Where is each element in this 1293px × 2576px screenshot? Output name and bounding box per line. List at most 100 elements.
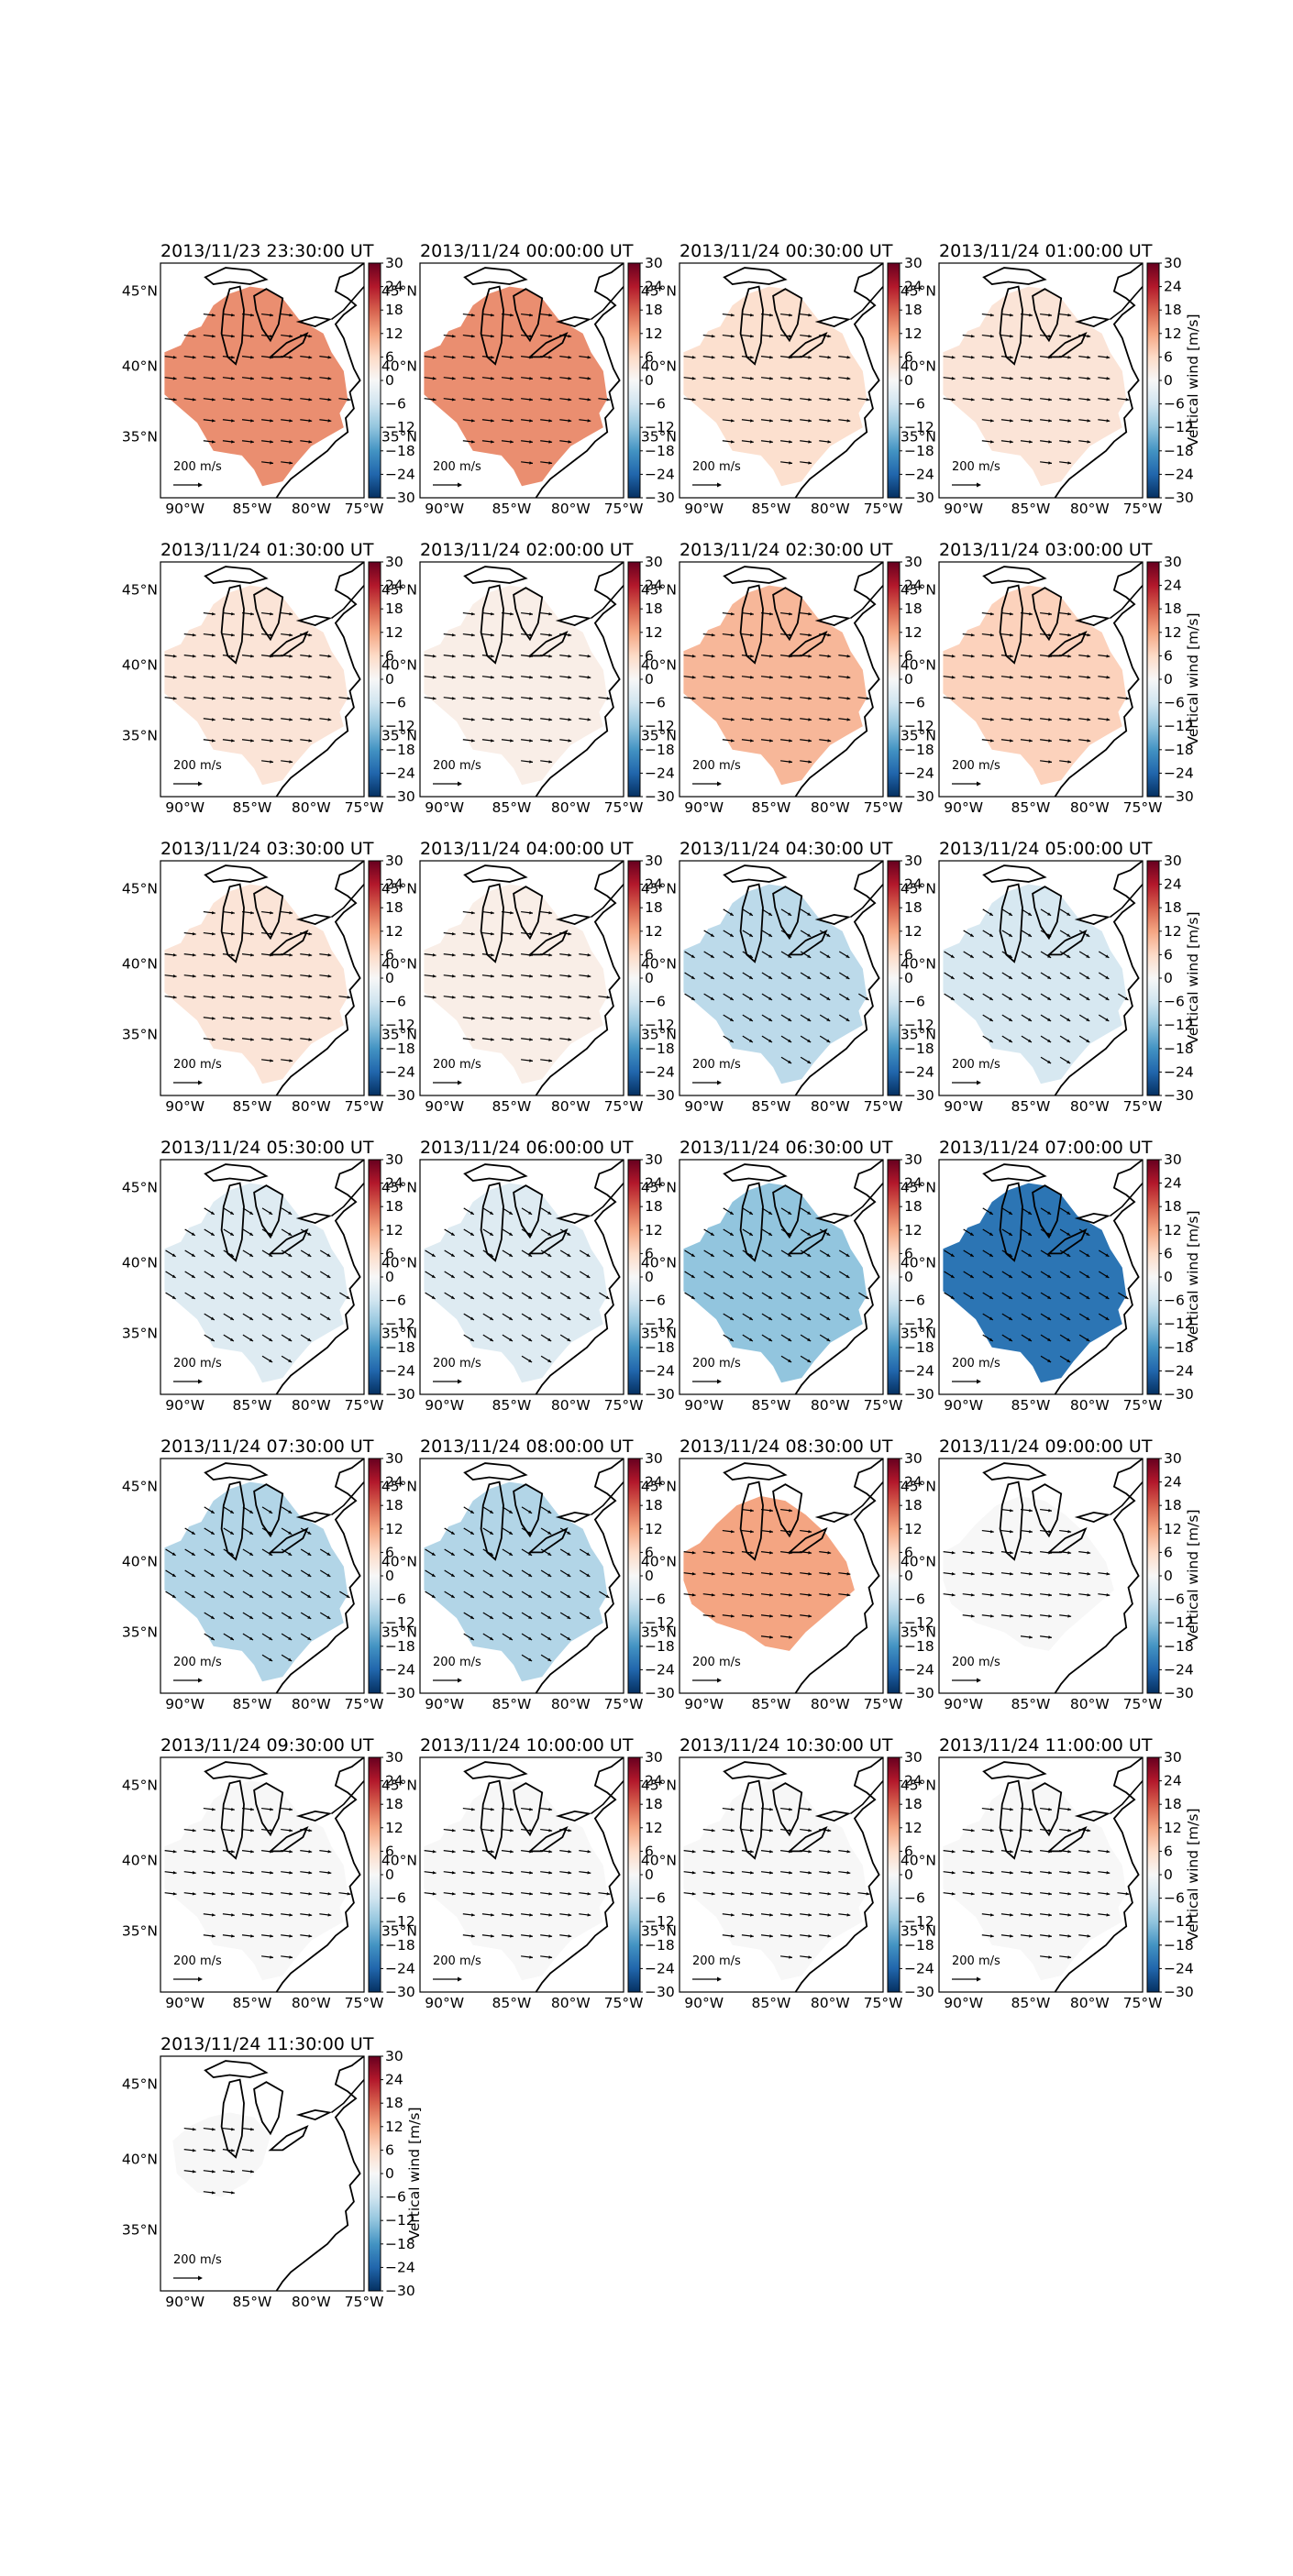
coastline: [794, 1459, 883, 1693]
wind-vector-head: [470, 697, 475, 700]
wind-vector-head: [1047, 1018, 1052, 1021]
wind-vector-head: [270, 1828, 274, 1833]
wind-vector-head: [845, 1295, 850, 1299]
x-tick-label: 75°W: [864, 1696, 903, 1712]
colorbar: [887, 1458, 901, 1694]
wind-vector-head: [568, 676, 572, 679]
map-frame: [679, 1458, 884, 1694]
wind-vector-head: [250, 739, 254, 743]
wind-vector-head: [826, 1253, 831, 1257]
wind-vector-head: [250, 2149, 254, 2152]
wind-vector-head: [470, 1510, 474, 1514]
wind-vector-head: [808, 377, 812, 380]
y-tick-label: 35°N: [122, 428, 158, 445]
y-tick-label: 35°N: [641, 428, 677, 445]
lake-outline: [513, 1483, 544, 1538]
wind-vector-head: [1087, 398, 1091, 402]
x-tick-label: 80°W: [292, 1995, 331, 2011]
colorbar-tick-label: 30: [385, 255, 403, 271]
wind-vector-head: [711, 676, 715, 679]
x-tick-label: 90°W: [165, 1098, 204, 1115]
wind-vector-head: [587, 356, 591, 359]
colorbar-tick-label: 24: [1164, 279, 1182, 295]
wind-vector-head: [1087, 1913, 1091, 1917]
wind-vector-head: [1047, 954, 1052, 958]
wind-vector-head: [808, 1614, 812, 1618]
wind-vector-head: [568, 1892, 572, 1896]
colorbar-tick-label: 30: [904, 853, 923, 869]
colorbar-tick-label: 0: [1164, 671, 1173, 688]
wind-vector-head: [730, 1913, 735, 1917]
wind-vector-head: [1066, 1039, 1071, 1042]
wind-vector-head: [691, 996, 695, 1000]
y-tick-label: 45°N: [901, 881, 936, 897]
wind-vector-head: [510, 739, 514, 743]
wind-vector-head: [568, 1871, 572, 1875]
colorbar-tick-label: 24: [645, 1175, 663, 1192]
wind-vector-head: [308, 1828, 313, 1833]
lake-outline: [480, 584, 504, 665]
colorbar-tick-label: 12: [385, 2119, 403, 2135]
colorbar-tick-label: 24: [385, 2072, 403, 2088]
wind-vector-head: [211, 356, 216, 359]
wind-vector-head: [327, 356, 332, 359]
wind-vector-head: [270, 419, 274, 423]
wind-vector-head: [289, 718, 293, 721]
x-tick-label: 80°W: [811, 1995, 850, 2011]
colorbar-tick-label: 30: [904, 1749, 923, 1766]
wind-vector-head: [729, 1338, 734, 1341]
wind-vector-head: [750, 1871, 754, 1875]
wind-vector-head: [470, 377, 475, 380]
wind-vector-head: [1008, 933, 1012, 937]
wind-vector-head: [470, 398, 475, 402]
wind-vector-head: [1105, 1295, 1110, 1299]
wind-vector-head: [846, 1572, 851, 1576]
wind-vector-head: [307, 1274, 312, 1278]
coastline: [591, 884, 624, 919]
x-tick-label: 75°W: [864, 501, 903, 517]
wind-vector-head: [808, 398, 812, 402]
y-tick-label: 45°N: [122, 1479, 158, 1495]
wind-vector-head: [1029, 1551, 1033, 1555]
wind-vector-head: [210, 1232, 215, 1236]
map-frame: [160, 262, 365, 499]
wind-vector-head: [846, 1850, 851, 1854]
coastline: [331, 2079, 364, 2114]
colorbar-tick-label: 12: [385, 923, 403, 940]
wind-vector-head: [269, 1316, 273, 1320]
wind-vector-head: [808, 611, 812, 616]
colorbar-tick-label: −12: [1164, 718, 1194, 734]
wind-vector-head: [470, 1274, 474, 1278]
colorbar-tick-label: −18: [1164, 443, 1194, 459]
colorbar-tick-label: −30: [385, 1685, 415, 1701]
x-tick-label: 80°W: [292, 2294, 331, 2310]
wind-vector-head: [769, 419, 773, 423]
wind-vector-head: [788, 1039, 792, 1042]
wind-vector-head: [529, 974, 534, 978]
scale-arrow-head: [458, 1080, 462, 1085]
wind-vector-head: [1066, 933, 1071, 937]
wind-vector-head: [289, 611, 293, 616]
wind-vector-head: [528, 1552, 533, 1556]
wind-vector-head: [1008, 1295, 1012, 1299]
colorbar-tick-label: −18: [904, 742, 934, 758]
colorbar-tick-label: −6: [385, 1591, 406, 1608]
lake-outline: [204, 267, 269, 285]
wind-vector-head: [509, 1510, 514, 1514]
wind-vector-head: [587, 655, 591, 658]
wind-vector-head: [450, 1573, 455, 1577]
colorbar: [627, 561, 641, 798]
colorbar-tick-label: −30: [904, 490, 934, 506]
y-tick-label: 35°N: [641, 1922, 677, 1939]
wind-vector-head: [1028, 1338, 1033, 1341]
x-tick-label: 75°W: [345, 1995, 384, 2011]
wind-vector-head: [1067, 1807, 1072, 1811]
colorbar-tick-label: 0: [385, 372, 394, 389]
lake-outline: [982, 566, 1047, 584]
wind-vector-head: [270, 313, 274, 317]
wind-vector-head: [768, 1211, 773, 1215]
wind-vector-head: [568, 356, 572, 359]
colorbar-tick-label: 24: [385, 1474, 403, 1491]
